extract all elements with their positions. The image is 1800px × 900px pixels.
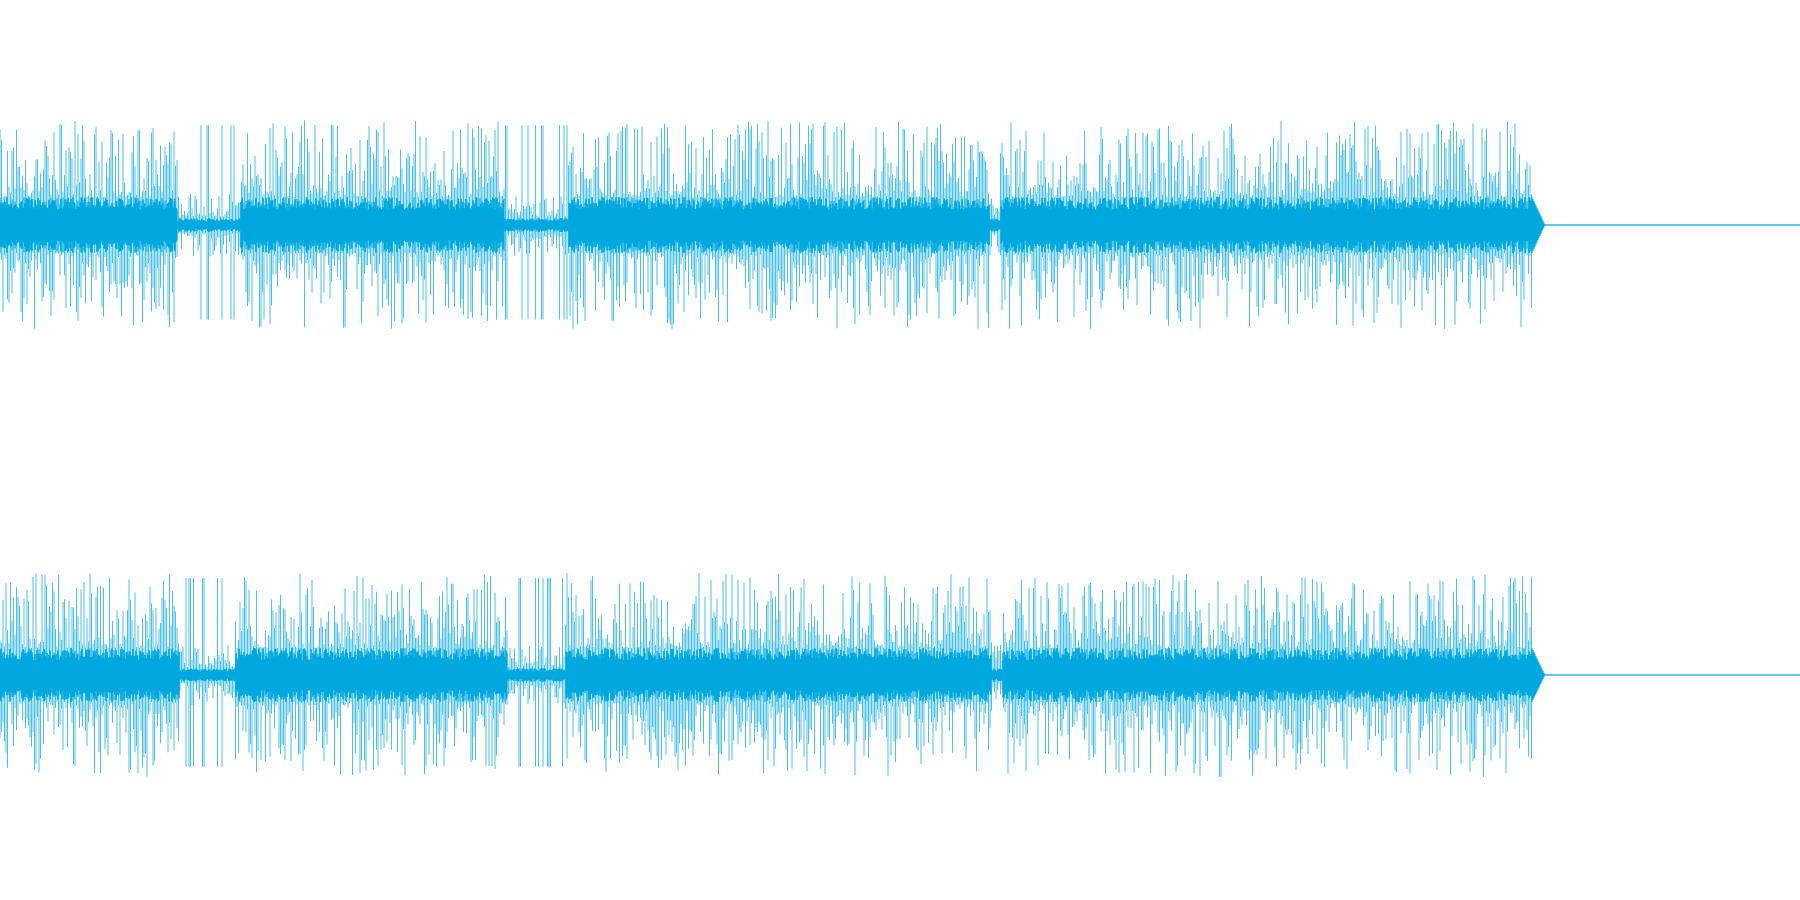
waveform-channel-left [0,120,1800,329]
waveform-channel-right [0,573,1800,777]
